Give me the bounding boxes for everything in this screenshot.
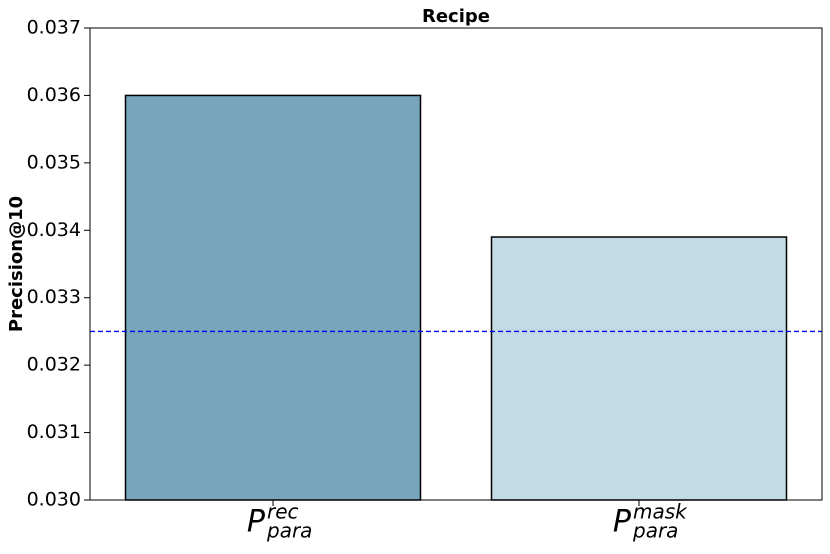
x-tick-label-sub: para: [632, 519, 678, 543]
x-tick-label-sub: para: [266, 519, 312, 543]
x-tick-label-sup: mask: [633, 500, 688, 524]
chart-title: Recipe: [422, 6, 490, 27]
y-tick-label: 0.034: [27, 219, 81, 241]
y-tick-label: 0.033: [27, 286, 81, 308]
bar: [490, 236, 788, 501]
plot-frame: [89, 27, 823, 501]
y-tick-label: 0.032: [27, 354, 81, 376]
y-tick-label: 0.035: [27, 151, 81, 173]
x-tick-label-base: P: [613, 505, 632, 540]
y-tick-label: 0.031: [27, 421, 81, 443]
bar: [124, 94, 422, 501]
x-tick-label-base: P: [247, 505, 266, 540]
y-axis-label: Precision@10: [6, 196, 27, 332]
y-tick-label: 0.036: [27, 84, 81, 106]
x-tick-label-sup: rec: [267, 500, 299, 524]
y-tick-label: 0.037: [27, 17, 81, 39]
y-tick-label: 0.030: [27, 489, 81, 511]
